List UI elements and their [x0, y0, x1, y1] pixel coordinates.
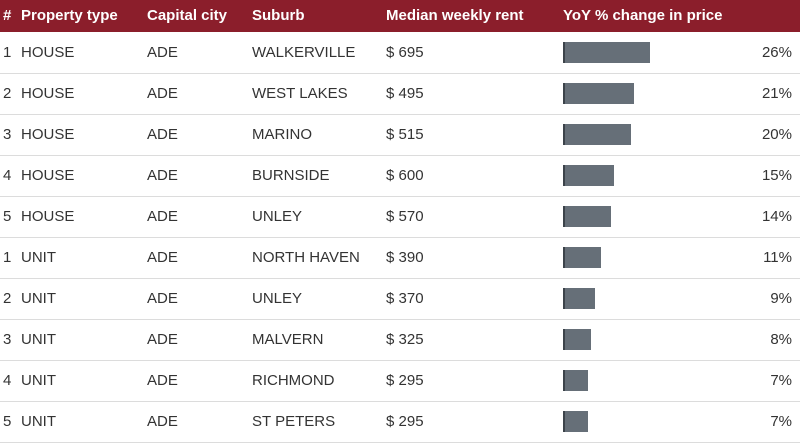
cell-property-type: HOUSE [21, 85, 75, 102]
header-median-rent: Median weekly rent [386, 7, 524, 24]
table-row: 1 UNIT ADE NORTH HAVEN $ 390 11% [0, 237, 800, 279]
bar-yoy-change [563, 247, 601, 268]
cell-yoy-percent: 7% [770, 413, 792, 430]
cell-capital-city: ADE [147, 208, 178, 225]
cell-rank: 1 [3, 44, 12, 61]
bar-yoy-change [563, 83, 634, 104]
cell-rank: 5 [3, 413, 12, 430]
cell-suburb: WALKERVILLE [252, 44, 356, 61]
cell-property-type: UNIT [21, 331, 56, 348]
cell-property-type: UNIT [21, 290, 56, 307]
cell-rank: 5 [3, 208, 12, 225]
cell-property-type: UNIT [21, 413, 56, 430]
cell-yoy-percent: 14% [761, 208, 792, 225]
cell-rank: 1 [3, 249, 12, 266]
cell-yoy-percent: 26% [761, 44, 792, 61]
cell-capital-city: ADE [147, 126, 178, 143]
bar-yoy-change [563, 165, 614, 186]
cell-median-rent: $ 325 [386, 331, 424, 348]
cell-property-type: HOUSE [21, 44, 75, 61]
cell-capital-city: ADE [147, 44, 178, 61]
cell-rank: 2 [3, 85, 12, 102]
cell-capital-city: ADE [147, 331, 178, 348]
cell-yoy-percent: 15% [761, 167, 792, 184]
cell-capital-city: ADE [147, 372, 178, 389]
cell-capital-city: ADE [147, 85, 178, 102]
cell-property-type: UNIT [21, 372, 56, 389]
cell-yoy-percent: 9% [770, 290, 792, 307]
header-yoy-change: YoY % change in price [563, 7, 723, 24]
cell-rank: 2 [3, 290, 12, 307]
table-header: # Property type Capital city Suburb Medi… [0, 0, 800, 32]
header-capital-city: Capital city [147, 7, 228, 24]
table-row: 4 HOUSE ADE BURNSIDE $ 600 15% [0, 155, 800, 197]
cell-median-rent: $ 600 [386, 167, 424, 184]
cell-suburb: RICHMOND [252, 372, 335, 389]
cell-median-rent: $ 370 [386, 290, 424, 307]
cell-capital-city: ADE [147, 413, 178, 430]
cell-suburb: MALVERN [252, 331, 324, 348]
cell-property-type: HOUSE [21, 167, 75, 184]
cell-suburb: ST PETERS [252, 413, 336, 430]
table-row: 3 UNIT ADE MALVERN $ 325 8% [0, 319, 800, 361]
cell-capital-city: ADE [147, 167, 178, 184]
cell-rank: 3 [3, 126, 12, 143]
cell-yoy-percent: 21% [761, 85, 792, 102]
header-property-type: Property type [21, 7, 118, 24]
table-row: 4 UNIT ADE RICHMOND $ 295 7% [0, 360, 800, 402]
table-row: 2 UNIT ADE UNLEY $ 370 9% [0, 278, 800, 320]
table-row: 5 HOUSE ADE UNLEY $ 570 14% [0, 196, 800, 238]
table-row: 3 HOUSE ADE MARINO $ 515 20% [0, 114, 800, 156]
cell-median-rent: $ 695 [386, 44, 424, 61]
bar-yoy-change [563, 288, 595, 309]
cell-rank: 4 [3, 167, 12, 184]
cell-yoy-percent: 11% [763, 249, 792, 266]
table-row: 2 HOUSE ADE WEST LAKES $ 495 21% [0, 73, 800, 115]
cell-capital-city: ADE [147, 249, 178, 266]
bar-yoy-change [563, 329, 591, 350]
bar-yoy-change [563, 124, 631, 145]
bar-yoy-change [563, 411, 588, 432]
cell-rank: 3 [3, 331, 12, 348]
cell-property-type: UNIT [21, 249, 56, 266]
bar-yoy-change [563, 42, 650, 63]
cell-property-type: HOUSE [21, 208, 75, 225]
cell-suburb: UNLEY [252, 290, 303, 307]
cell-median-rent: $ 295 [386, 413, 424, 430]
cell-median-rent: $ 295 [386, 372, 424, 389]
cell-suburb: WEST LAKES [252, 85, 348, 102]
cell-suburb: NORTH HAVEN [252, 249, 360, 266]
cell-median-rent: $ 570 [386, 208, 424, 225]
header-index: # [3, 7, 12, 24]
bar-yoy-change [563, 206, 611, 227]
bar-yoy-change [563, 370, 588, 391]
table-row: 5 UNIT ADE ST PETERS $ 295 7% [0, 401, 800, 443]
cell-yoy-percent: 8% [770, 331, 792, 348]
cell-yoy-percent: 7% [770, 372, 792, 389]
cell-median-rent: $ 495 [386, 85, 424, 102]
cell-median-rent: $ 390 [386, 249, 424, 266]
header-suburb: Suburb [252, 7, 305, 24]
cell-suburb: UNLEY [252, 208, 303, 225]
cell-median-rent: $ 515 [386, 126, 424, 143]
cell-suburb: BURNSIDE [252, 167, 330, 184]
table-row: 1 HOUSE ADE WALKERVILLE $ 695 26% [0, 32, 800, 74]
cell-suburb: MARINO [252, 126, 312, 143]
cell-property-type: HOUSE [21, 126, 75, 143]
cell-yoy-percent: 20% [761, 126, 792, 143]
cell-rank: 4 [3, 372, 12, 389]
cell-capital-city: ADE [147, 290, 178, 307]
